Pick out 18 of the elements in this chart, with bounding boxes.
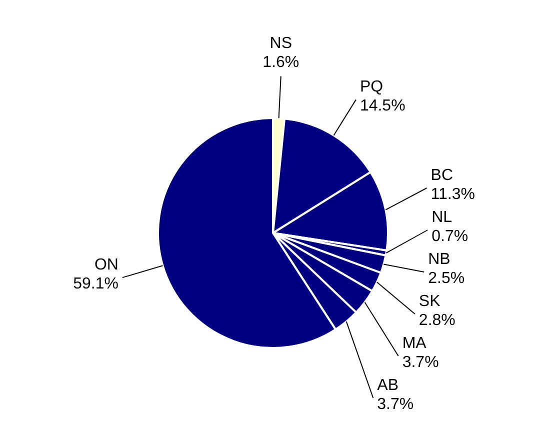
data-label: 3.7% xyxy=(402,354,439,371)
data-label: 14.5% xyxy=(360,98,406,115)
slice-label: SK xyxy=(418,293,441,310)
data-label: 11.3% xyxy=(430,186,475,203)
slice-label: NS xyxy=(270,35,292,52)
data-label: 1.6% xyxy=(262,54,300,72)
slice-label: AB xyxy=(377,377,399,394)
slice-label: MA xyxy=(402,335,427,352)
data-label: 0.7% xyxy=(432,228,468,245)
data-label: 2.8% xyxy=(418,312,456,329)
slice-label: PQ xyxy=(360,78,384,96)
data-label: 59.1% xyxy=(73,276,118,293)
slice-label: ON xyxy=(94,256,118,274)
data-label: 2.5% xyxy=(428,270,465,287)
slice-label: BC xyxy=(430,167,454,184)
slice-label: NL xyxy=(432,209,452,226)
data-label: 3.7% xyxy=(377,396,414,413)
slice-label: NB xyxy=(428,251,450,268)
